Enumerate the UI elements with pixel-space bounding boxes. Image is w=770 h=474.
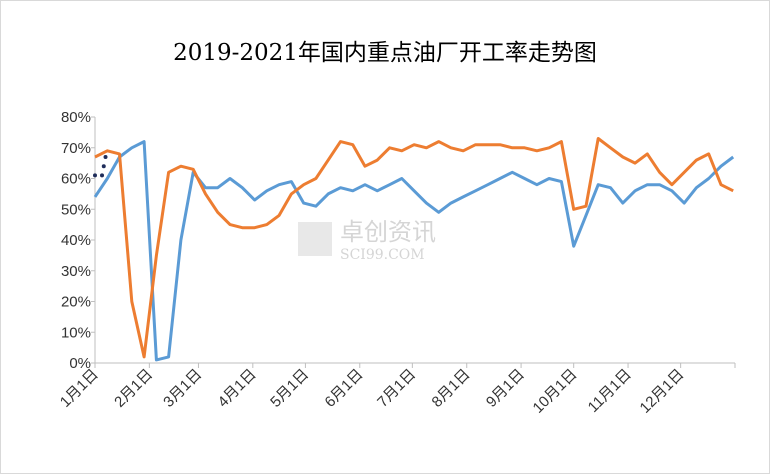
chart-title: 2019-2021年国内重点油厂开工率走势图: [173, 40, 597, 66]
watermark: SCI99.COM: [340, 247, 425, 263]
y-tick-label: 60%: [61, 171, 91, 188]
watermark: 卓创资讯: [340, 219, 436, 246]
y-tick-label: 10%: [61, 324, 91, 341]
point: [103, 154, 108, 159]
y-tick-label: 40%: [61, 232, 91, 249]
point: [100, 173, 105, 178]
point: [93, 173, 97, 178]
y-tick-label: 20%: [61, 294, 91, 311]
y-tick-label: 80%: [61, 109, 91, 126]
line-series: [94, 137, 734, 359]
watermark-logo: [298, 222, 332, 256]
y-tick-label: 30%: [61, 263, 91, 280]
y-tick-label: 50%: [61, 201, 91, 218]
y-tick-label: 0%: [69, 355, 91, 372]
point: [101, 164, 106, 169]
y-tick-label: 70%: [61, 140, 91, 157]
